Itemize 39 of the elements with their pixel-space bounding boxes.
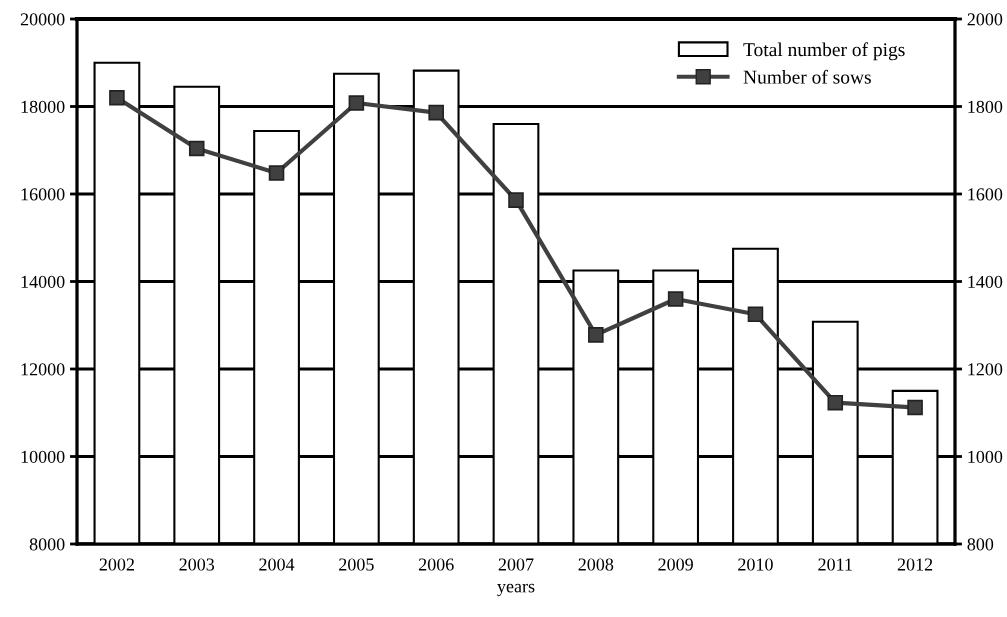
y2-tick-label: 1200: [968, 363, 1003, 376]
x-tick-label: 2006: [418, 558, 454, 571]
point: [588, 327, 604, 343]
y2-tick-label: 2000: [967, 13, 1003, 26]
legend-label: Total number of pigs: [743, 42, 905, 61]
legend-label: Number of sows: [743, 69, 871, 84]
y-tick-label: 14000: [21, 275, 65, 288]
y2-tick-label: 1800: [968, 100, 1003, 113]
point: [827, 394, 844, 411]
x-tick-label: 2005: [339, 558, 374, 571]
y-tick-label: 8000: [29, 538, 65, 551]
x-tick-label: 2011: [818, 558, 852, 571]
point: [188, 140, 205, 157]
point: [428, 104, 444, 121]
y2-tick-label: 1400: [968, 275, 1003, 288]
y-tick-label: 12000: [21, 363, 65, 376]
y-tick-label: 16000: [21, 188, 65, 201]
y2-tick-label: 1000: [968, 450, 1003, 463]
point: [907, 399, 923, 416]
y2-tick-label: 1600: [968, 188, 1003, 201]
x-tick-label: 2002: [99, 558, 134, 571]
point: [348, 95, 365, 111]
y-tick-label: 20000: [20, 13, 65, 26]
x-axis-title: years: [497, 583, 535, 597]
y2-tick-label: 800: [967, 538, 994, 551]
point: [109, 89, 125, 106]
x-tick-label: 2007: [498, 558, 534, 571]
x-tick-label: 2012: [897, 558, 933, 571]
x-tick-label: 2003: [179, 558, 215, 571]
y-tick-label: 18000: [21, 100, 65, 113]
x-tick-label: 2004: [259, 558, 295, 571]
point: [508, 192, 524, 208]
point: [667, 291, 684, 307]
point: [747, 306, 764, 323]
x-tick-label: 2009: [658, 558, 693, 571]
x-tick-label: 2010: [738, 558, 773, 571]
y-tick-label: 10000: [21, 450, 65, 463]
x-tick-label: 2008: [578, 558, 614, 571]
point: [268, 165, 285, 181]
